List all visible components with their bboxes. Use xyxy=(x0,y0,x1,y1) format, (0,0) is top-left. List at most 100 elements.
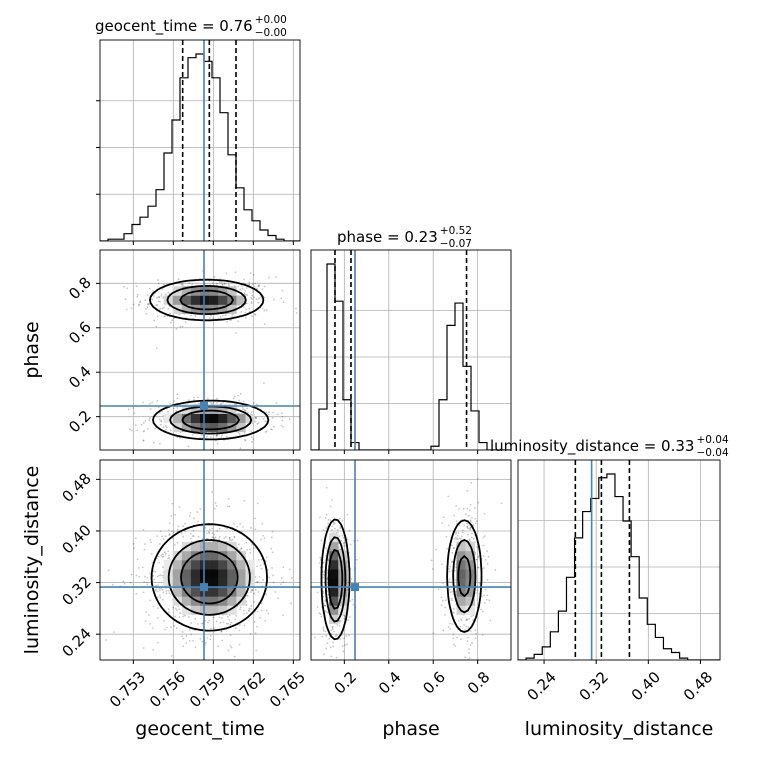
sample-point xyxy=(334,522,337,525)
sample-point xyxy=(216,402,218,404)
sample-point xyxy=(447,495,450,498)
sample-point xyxy=(465,619,468,622)
sample-point xyxy=(248,307,251,310)
sample-point xyxy=(327,558,330,561)
sample-point xyxy=(218,616,221,619)
sample-point xyxy=(160,587,162,590)
sample-point xyxy=(455,531,457,534)
density-cell xyxy=(236,550,246,561)
sample-point xyxy=(136,429,139,432)
sample-point xyxy=(325,634,328,637)
sample-point xyxy=(167,307,170,310)
sample-point xyxy=(140,423,143,426)
sample-point xyxy=(210,627,212,630)
sample-point xyxy=(442,629,445,632)
sample-point xyxy=(164,628,166,631)
sample-point xyxy=(184,321,187,324)
sample-point xyxy=(152,289,155,292)
sample-point xyxy=(162,283,165,286)
sample-point xyxy=(271,567,273,569)
sample-point xyxy=(128,428,131,431)
sample-point xyxy=(208,528,211,531)
sample-point xyxy=(167,557,169,560)
sample-point xyxy=(193,396,195,399)
sample-point xyxy=(256,423,259,425)
sample-point xyxy=(270,536,273,539)
sample-point xyxy=(347,619,349,621)
sample-point xyxy=(250,411,253,414)
density-cell xyxy=(209,413,219,424)
x-tick-label: 0.753 xyxy=(106,668,149,711)
sample-point xyxy=(256,581,259,583)
sample-point xyxy=(338,621,341,624)
sample-point xyxy=(470,520,472,523)
sample-point xyxy=(322,629,325,632)
sample-point xyxy=(211,527,213,530)
density-cell xyxy=(329,541,339,552)
sample-point xyxy=(277,413,279,416)
sample-point xyxy=(322,590,325,593)
sample-point xyxy=(481,610,484,613)
sample-point xyxy=(356,539,359,542)
panel-frame xyxy=(99,39,301,242)
sample-point xyxy=(263,323,266,326)
sample-point xyxy=(236,525,239,528)
sample-point xyxy=(486,563,489,565)
density-cell xyxy=(329,614,339,624)
sample-point xyxy=(250,589,253,592)
sample-point xyxy=(158,296,161,299)
sample-point xyxy=(318,561,321,564)
sample-point xyxy=(135,574,138,577)
sample-point xyxy=(444,606,447,609)
sample-point xyxy=(327,557,330,559)
sample-point xyxy=(188,282,191,285)
sample-point xyxy=(466,618,469,621)
sample-point xyxy=(244,438,246,441)
sample-point xyxy=(245,604,248,606)
sample-point xyxy=(142,591,145,594)
sample-point xyxy=(452,637,455,640)
sample-point xyxy=(243,306,245,308)
sample-point xyxy=(218,281,221,284)
sample-point xyxy=(472,619,475,622)
sample-point xyxy=(327,518,330,521)
density-cell xyxy=(181,560,192,570)
contour-line xyxy=(150,523,268,632)
sample-point xyxy=(190,633,193,636)
sample-point xyxy=(469,519,472,522)
histogram-bar xyxy=(655,637,663,660)
sample-point xyxy=(457,532,460,534)
sample-point xyxy=(477,566,480,569)
sample-point xyxy=(199,508,202,510)
sample-point xyxy=(174,543,176,546)
sample-point xyxy=(154,570,157,573)
sample-point xyxy=(253,601,256,603)
sample-point xyxy=(254,451,256,453)
sample-point xyxy=(136,293,139,296)
sample-point xyxy=(192,535,195,538)
sample-point xyxy=(179,325,182,328)
sample-point xyxy=(144,307,147,310)
sample-point xyxy=(253,285,256,288)
sample-point xyxy=(204,527,207,529)
sample-point xyxy=(346,538,349,541)
sample-point xyxy=(239,606,242,609)
sample-point xyxy=(243,624,246,627)
sample-point xyxy=(175,627,178,630)
sample-point xyxy=(466,533,469,536)
density-cell xyxy=(227,304,237,314)
sample-point xyxy=(130,429,133,432)
sample-point xyxy=(480,608,483,611)
sample-point xyxy=(138,575,141,578)
density-cell xyxy=(236,560,246,570)
sample-point xyxy=(331,525,334,528)
sample-point xyxy=(221,434,223,437)
sample-point xyxy=(149,622,152,625)
sample-point xyxy=(181,631,184,633)
sample-point xyxy=(197,535,200,538)
density-cell xyxy=(456,541,466,552)
sample-point xyxy=(246,407,249,410)
density-cell xyxy=(190,569,201,579)
sample-point xyxy=(275,662,277,664)
sample-point xyxy=(213,627,215,630)
